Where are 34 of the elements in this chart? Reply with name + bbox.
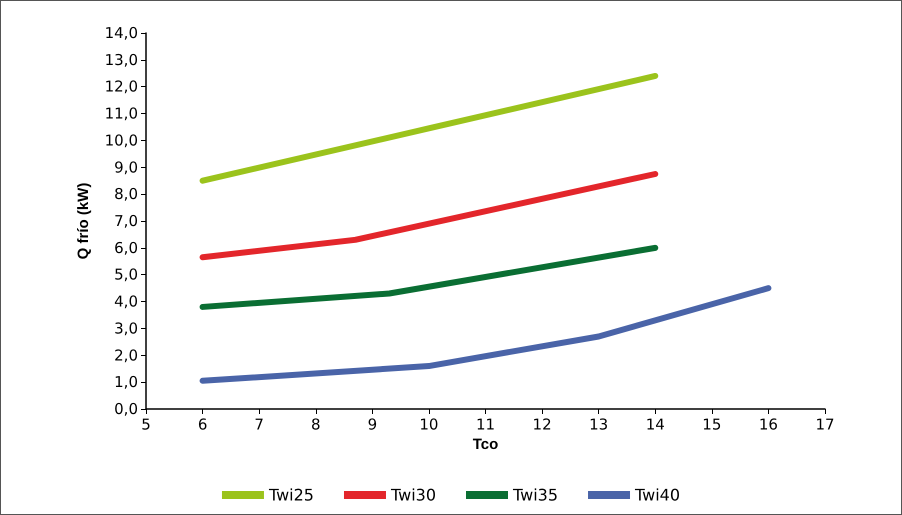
y-tick-label: 10,0 — [104, 131, 138, 150]
x-tick-label: 5 — [141, 416, 151, 434]
x-tick-label: 14 — [646, 416, 665, 434]
y-tick-label: 14,0 — [104, 24, 138, 42]
y-tick-label: 4,0 — [114, 292, 138, 311]
x-tick-label: 13 — [589, 416, 608, 434]
y-tick-label: 2,0 — [114, 346, 138, 364]
y-tick-label: 9,0 — [114, 158, 138, 176]
y-tick-label: 11,0 — [104, 104, 138, 123]
y-tick-label: 6,0 — [114, 238, 138, 257]
y-tick-label: 5,0 — [114, 266, 138, 284]
y-tick-label: 7,0 — [114, 212, 138, 230]
y-tick-label: 3,0 — [114, 319, 138, 338]
x-tick-label: 10 — [419, 416, 438, 434]
x-tick-label: 17 — [815, 416, 835, 434]
x-tick-label: 12 — [532, 416, 552, 434]
legend-label: Twi40 — [634, 486, 680, 504]
legend-label: Twi30 — [390, 486, 436, 504]
y-tick-label: 0,0 — [114, 400, 138, 418]
y-tick-label: 8,0 — [114, 185, 138, 204]
x-tick-label: 15 — [702, 416, 722, 434]
x-tick-label: 6 — [198, 416, 208, 434]
y-tick-label: 13,0 — [104, 50, 138, 69]
y-tick-label: 1,0 — [114, 373, 138, 392]
legend-label: Twi25 — [268, 486, 314, 504]
x-tick-label: 11 — [476, 416, 496, 434]
y-axis-title: Q frío (kW) — [75, 182, 92, 260]
x-tick-label: 9 — [368, 416, 378, 434]
legend-label: Twi35 — [512, 486, 558, 504]
x-tick-label: 16 — [758, 416, 778, 434]
y-tick-label: 12,0 — [104, 78, 138, 96]
x-tick-label: 8 — [310, 416, 321, 434]
x-axis-title: Tco — [472, 436, 498, 453]
x-tick-label: 7 — [254, 416, 264, 434]
